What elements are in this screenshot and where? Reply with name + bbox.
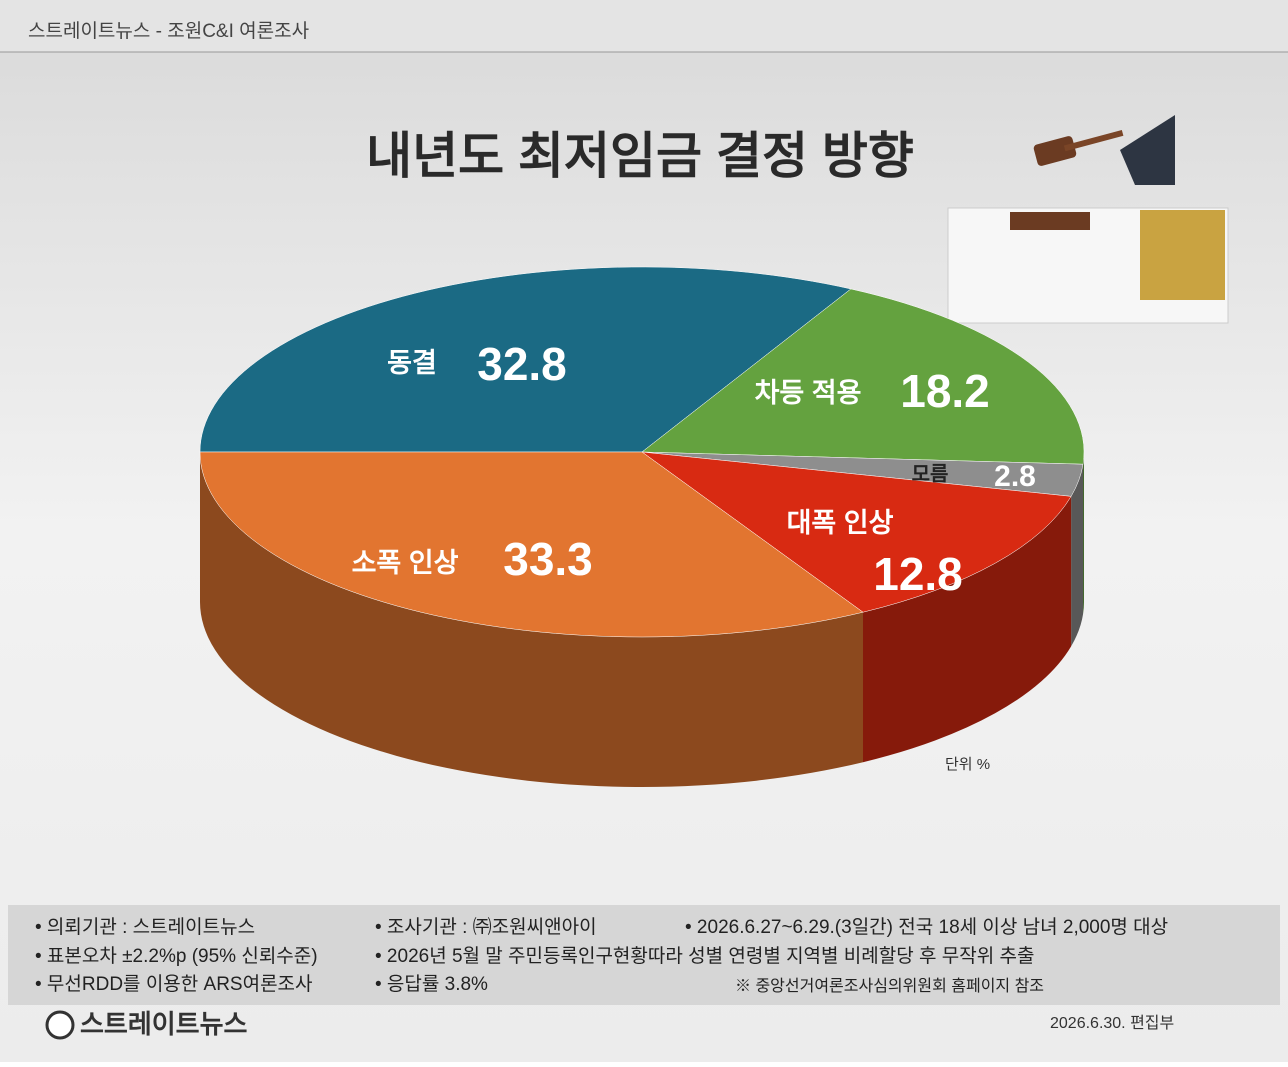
value-label: 2.8 (994, 460, 1036, 493)
value-label: 33.3 (503, 533, 593, 585)
value-label: 12.8 (873, 548, 963, 600)
slice (641, 288, 1085, 465)
slice (199, 266, 852, 453)
footer-item: ※ 중앙선거여론조사심의위원회 홈페이지 참조 (735, 977, 1044, 995)
slice-label: 동결 (387, 348, 437, 378)
footer-item: • 응답률 3.8% (375, 973, 488, 995)
slice-label: 차등 적용 (755, 378, 862, 408)
footer-box (8, 905, 1280, 1005)
header-bar (0, 0, 1288, 52)
value-label: 18.2 (900, 365, 990, 417)
slice-label: 모름 (912, 462, 949, 485)
slice-label: 소폭 인상 (352, 548, 459, 578)
credit: 2026.6.30. 편집부 (1050, 1014, 1174, 1032)
footer-item: • 표본오차 ±2.2%p (95% 신뢰수준) (35, 945, 318, 967)
logo-icon (45, 1010, 75, 1040)
footer: • 의뢰기관 : 스트레이트뉴스 • 조사기관 : ㈜조원씨앤아이 • 2026.6… (35, 916, 1168, 995)
slice-side (1071, 464, 1084, 647)
slice (641, 451, 1072, 613)
chart-title: 내년도 최저임금 결정 방향 (366, 128, 914, 184)
slice-side (200, 452, 863, 788)
illustration (947, 115, 1229, 324)
slice-side (863, 496, 1072, 763)
value-label: 32.8 (477, 338, 567, 390)
slice (199, 451, 864, 638)
unit-label: 단위 % (945, 756, 990, 773)
header-text: 스트레이트뉴스 - 조원C&I 여론조사 (28, 20, 309, 42)
slice-side (1083, 452, 1084, 615)
footer-item: • 2026.6.27~6.29.(3일간) 전국 18세 이상 남녀 2,00… (685, 916, 1168, 938)
logo: 스트레이트뉴스 (80, 1009, 248, 1039)
footer-item: • 2026년 5월 말 주민등록인구현황따라 성별 연령별 지역별 비례할당 … (375, 945, 1034, 967)
footer-item: • 조사기관 : ㈜조원씨앤아이 (375, 916, 597, 938)
pie: 동결 32.8 차등 적용 18.2 모름 2.8 대폭 인상 12.8 소폭 인상 33.3 (199, 266, 1085, 788)
slice-label: 대폭 인상 (787, 508, 894, 538)
footer-item: • 무선RDD를 이용한 ARS여론조사 (35, 973, 313, 995)
footer-item: • 의뢰기관 : 스트레이트뉴스 (35, 916, 255, 938)
